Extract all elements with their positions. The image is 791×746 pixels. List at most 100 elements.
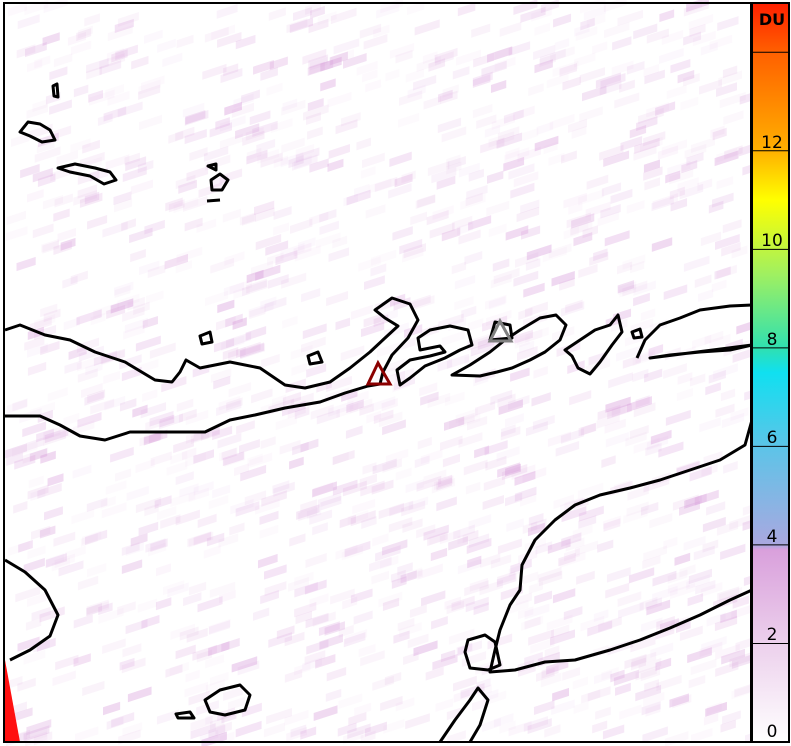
- so2-pixel: [312, 481, 337, 498]
- so2-pixel: [58, 560, 84, 577]
- so2-pixel: [528, 513, 544, 526]
- so2-pixel: [612, 36, 632, 51]
- so2-pixel: [49, 66, 68, 81]
- colorbar: [751, 2, 790, 743]
- so2-pixel: [251, 388, 273, 404]
- so2-pixel: [260, 296, 277, 310]
- so2-pixel: [626, 396, 652, 413]
- so2-pixel: [580, 17, 595, 31]
- island-nw-1: [18, 120, 57, 144]
- so2-pixel: [399, 621, 422, 638]
- so2-pixel: [571, 126, 587, 139]
- so2-pixel: [360, 166, 376, 179]
- so2-pixel: [114, 284, 131, 299]
- so2-pixel: [72, 464, 92, 479]
- so2-pixel: [57, 227, 76, 242]
- so2-pixel: [422, 51, 438, 65]
- so2-pixel: [378, 502, 404, 520]
- so2-pixel: [388, 517, 413, 533]
- so2-pixel: [532, 414, 555, 430]
- so2-pixel: [324, 621, 345, 636]
- so2-pixel: [86, 601, 110, 617]
- so2-pixel: [27, 326, 44, 341]
- so2-pixel: [497, 462, 520, 478]
- so2-pixel: [42, 240, 60, 254]
- so2-pixel: [257, 553, 278, 569]
- so2-pixel: [581, 689, 601, 704]
- so2-pixel: [98, 602, 113, 616]
- so2-pixel: [718, 70, 742, 87]
- so2-pixel: [619, 79, 635, 93]
- so2-pixel: [264, 564, 287, 580]
- so2-pixel: [426, 210, 449, 226]
- so2-pixel: [397, 112, 420, 128]
- so2-pixel: [468, 533, 490, 549]
- so2-pixel: [611, 60, 634, 76]
- so2-pixel: [71, 40, 92, 56]
- island-south-3: [463, 633, 502, 672]
- so2-pixel: [544, 645, 560, 659]
- so2-pixel: [446, 353, 469, 370]
- so2-pixel: [46, 553, 65, 568]
- so2-pixel: [302, 323, 327, 340]
- so2-pixel: [405, 713, 430, 730]
- coastline-java-bali-north: [4, 296, 420, 390]
- so2-pixel: [208, 618, 231, 635]
- so2-pixel: [475, 401, 496, 416]
- so2-pixel: [669, 168, 694, 185]
- so2-pixel: [43, 308, 61, 323]
- so2-pixel: [320, 78, 336, 92]
- coastline-timor-sumba: [488, 419, 754, 674]
- so2-pixel: [204, 290, 229, 307]
- so2-pixel: [233, 93, 254, 109]
- so2-pixel: [223, 63, 239, 77]
- island-small-1: [209, 172, 230, 192]
- so2-pixel: [288, 155, 304, 169]
- so2-pixel: [76, 337, 100, 353]
- so2-pixel: [619, 284, 636, 298]
- so2-pixel: [709, 333, 731, 349]
- so2-pixel: [722, 65, 738, 79]
- island-south-2: [174, 710, 196, 720]
- so2-pixel: [550, 46, 575, 63]
- so2-pixel: [570, 220, 593, 236]
- so2-pixel: [391, 576, 407, 589]
- so2-pixel: [22, 447, 49, 464]
- so2-pixel: [142, 389, 158, 403]
- so2-pixel: [454, 296, 474, 311]
- so2-pixel: [592, 720, 608, 734]
- so2-pixel: [468, 215, 492, 231]
- so2-pixel: [572, 524, 593, 539]
- so2-pixel: [692, 30, 716, 47]
- so2-pixel: [239, 212, 255, 226]
- so2-pixel: [393, 630, 410, 644]
- so2-pixel: [164, 253, 188, 270]
- so2-pixel: [630, 260, 645, 274]
- so2-pixel: [486, 200, 510, 217]
- so2-pixel: [595, 72, 621, 89]
- so2-pixel: [309, 211, 329, 226]
- so2-pixel: [383, 718, 405, 734]
- so2-pixel: [667, 578, 690, 594]
- so2-pixel: [145, 538, 166, 553]
- so2-pixel: [524, 603, 550, 620]
- so2-pixel: [617, 280, 635, 294]
- so2-pixel: [432, 205, 454, 221]
- so2-pixel: [181, 447, 197, 461]
- so2-pixel: [724, 145, 743, 160]
- so2-pixel: [255, 498, 280, 515]
- so2-pixel: [543, 141, 558, 155]
- so2-pixel: [415, 194, 436, 209]
- so2-pixel: [149, 410, 174, 427]
- so2-pixel: [144, 29, 163, 44]
- so2-pixel: [222, 451, 244, 467]
- so2-pixel: [55, 654, 79, 671]
- so2-pixel: [121, 657, 146, 674]
- so2-pixel: [701, 635, 727, 653]
- so2-pixel: [385, 358, 405, 373]
- so2-pixel: [303, 104, 329, 121]
- so2-pixel: [629, 425, 649, 440]
- so2-pixel: [360, 650, 385, 667]
- so2-pixel: [81, 530, 102, 545]
- so2-pixel: [492, 258, 510, 272]
